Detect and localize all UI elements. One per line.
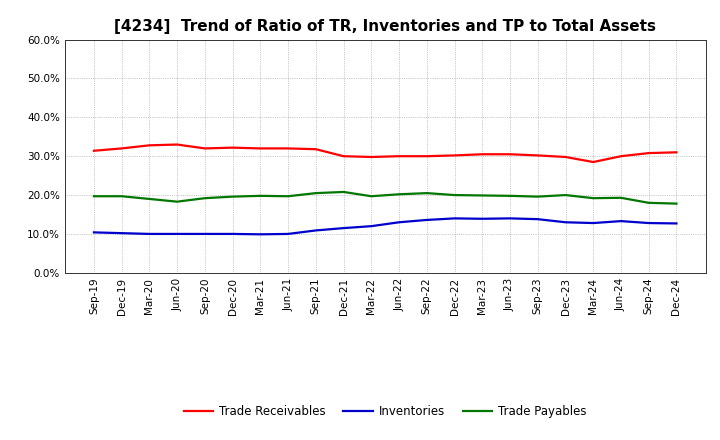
Trade Payables: [367, 194, 376, 199]
Line: Trade Payables: Trade Payables: [94, 192, 677, 204]
Legend: Trade Receivables, Inventories, Trade Payables: Trade Receivables, Inventories, Trade Pa…: [179, 400, 591, 422]
Trade Receivables: [589, 159, 598, 165]
Inventories: [589, 220, 598, 226]
Trade Receivables: [339, 154, 348, 159]
Trade Receivables: [672, 150, 681, 155]
Inventories: [367, 224, 376, 229]
Inventories: [145, 231, 154, 237]
Trade Receivables: [423, 154, 431, 159]
Trade Receivables: [312, 147, 320, 152]
Trade Receivables: [228, 145, 237, 150]
Inventories: [672, 221, 681, 226]
Trade Payables: [561, 192, 570, 198]
Trade Receivables: [201, 146, 210, 151]
Inventories: [284, 231, 292, 237]
Trade Receivables: [395, 154, 403, 159]
Trade Payables: [284, 194, 292, 199]
Trade Payables: [505, 193, 514, 198]
Trade Payables: [256, 193, 265, 198]
Trade Payables: [450, 192, 459, 198]
Trade Payables: [228, 194, 237, 199]
Trade Payables: [478, 193, 487, 198]
Inventories: [173, 231, 181, 237]
Inventories: [117, 231, 126, 236]
Inventories: [534, 216, 542, 222]
Trade Receivables: [534, 153, 542, 158]
Inventories: [561, 220, 570, 225]
Trade Receivables: [284, 146, 292, 151]
Inventories: [201, 231, 210, 237]
Inventories: [505, 216, 514, 221]
Trade Payables: [201, 195, 210, 201]
Inventories: [395, 220, 403, 225]
Inventories: [616, 219, 625, 224]
Title: [4234]  Trend of Ratio of TR, Inventories and TP to Total Assets: [4234] Trend of Ratio of TR, Inventories…: [114, 19, 656, 34]
Trade Payables: [644, 200, 653, 205]
Inventories: [478, 216, 487, 221]
Inventories: [312, 228, 320, 233]
Trade Receivables: [145, 143, 154, 148]
Inventories: [89, 230, 98, 235]
Trade Payables: [117, 194, 126, 199]
Trade Payables: [672, 201, 681, 206]
Trade Receivables: [117, 146, 126, 151]
Trade Receivables: [478, 152, 487, 157]
Trade Payables: [145, 196, 154, 202]
Trade Receivables: [89, 148, 98, 154]
Trade Payables: [534, 194, 542, 199]
Trade Receivables: [644, 150, 653, 156]
Trade Payables: [395, 192, 403, 197]
Trade Payables: [89, 194, 98, 199]
Trade Payables: [423, 191, 431, 196]
Trade Receivables: [561, 154, 570, 160]
Trade Receivables: [256, 146, 265, 151]
Trade Payables: [173, 199, 181, 204]
Trade Payables: [616, 195, 625, 201]
Line: Inventories: Inventories: [94, 218, 677, 235]
Trade Receivables: [173, 142, 181, 147]
Trade Receivables: [450, 153, 459, 158]
Line: Trade Receivables: Trade Receivables: [94, 144, 677, 162]
Trade Payables: [339, 189, 348, 194]
Inventories: [450, 216, 459, 221]
Inventories: [644, 220, 653, 226]
Trade Payables: [312, 191, 320, 196]
Trade Receivables: [505, 152, 514, 157]
Inventories: [228, 231, 237, 237]
Trade Receivables: [367, 154, 376, 160]
Inventories: [256, 232, 265, 237]
Trade Payables: [589, 195, 598, 201]
Trade Receivables: [616, 154, 625, 159]
Inventories: [423, 217, 431, 223]
Inventories: [339, 225, 348, 231]
